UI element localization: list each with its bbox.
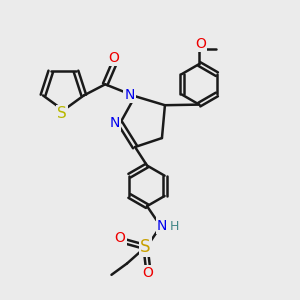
Text: O: O xyxy=(109,51,120,65)
Text: S: S xyxy=(140,238,151,256)
Text: S: S xyxy=(57,106,67,122)
Text: O: O xyxy=(142,266,153,280)
Text: H: H xyxy=(170,220,179,232)
Text: N: N xyxy=(110,116,120,130)
Text: O: O xyxy=(115,231,126,245)
Text: N: N xyxy=(124,88,135,102)
Text: O: O xyxy=(195,37,206,51)
Text: N: N xyxy=(157,218,167,233)
